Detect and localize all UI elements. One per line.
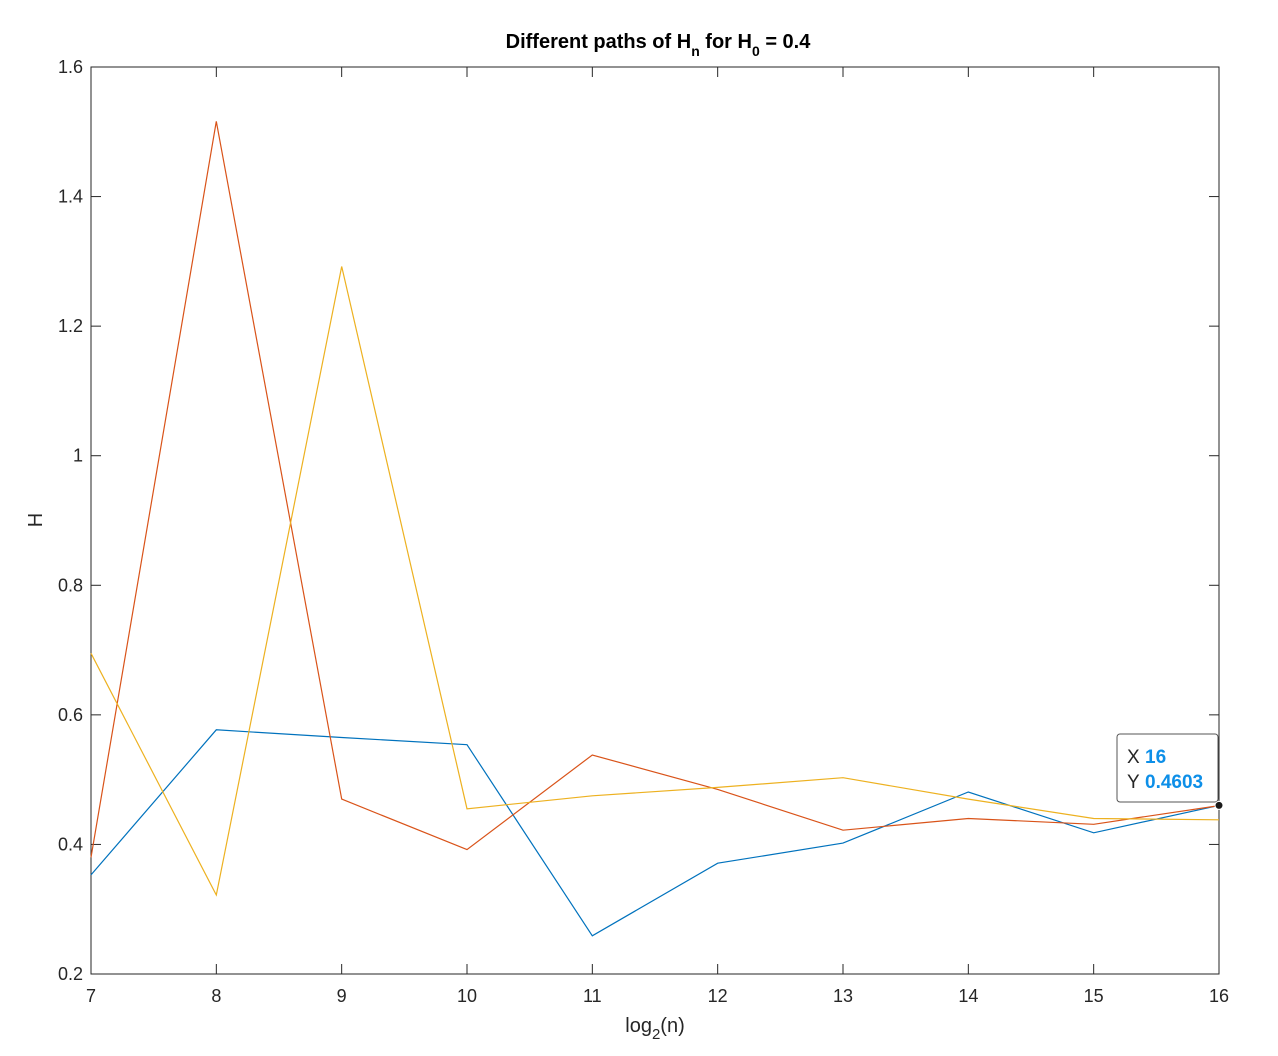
y-tick-label: 0.2 [58, 964, 83, 984]
chart-title: Different paths of Hn for H0 = 0.4 [506, 31, 812, 59]
y-tick-label: 1.6 [58, 57, 83, 77]
x-tick-label: 11 [583, 986, 602, 1006]
y-axis-label: H [25, 513, 47, 527]
datatip[interactable]: X 16 Y 0.4603 [1116, 733, 1224, 810]
axis-ticks: 7 8 9 10 11 12 13 14 15 16 0.2 0.4 0.6 0.8 1 1.2 1.4 1.6 [58, 57, 1229, 1006]
y-tick-label: 0.8 [58, 575, 83, 595]
y-tick-label: 0.4 [58, 834, 83, 854]
x-tick-label: 7 [86, 986, 96, 1006]
plot-area[interactable] [90, 66, 1220, 975]
y-tick-label: 0.6 [58, 705, 83, 725]
series-line-3[interactable] [90, 266, 1220, 897]
y-tick-label: 1.2 [58, 316, 83, 336]
datatip-y-key: Y [1127, 772, 1140, 793]
x-tick-label: 15 [1084, 986, 1104, 1006]
datatip-marker[interactable] [1214, 800, 1224, 810]
x-axis-label: log2(n) [625, 1015, 685, 1043]
x-tick-label: 12 [708, 986, 728, 1006]
x-tick-label: 8 [211, 986, 221, 1006]
y-tick-label: 1 [73, 446, 83, 466]
series-lines [90, 121, 1220, 937]
x-tick-label: 14 [958, 986, 978, 1006]
datatip-x-value: 16 [1145, 747, 1166, 768]
x-tick-label: 9 [337, 986, 347, 1006]
datatip-y-value: 0.4603 [1145, 772, 1203, 793]
series-line-1[interactable] [90, 729, 1220, 937]
x-tick-label: 16 [1209, 986, 1229, 1006]
datatip-x-key: X [1127, 747, 1140, 768]
x-tick-label: 13 [833, 986, 853, 1006]
datatip-box [1116, 733, 1219, 803]
y-tick-label: 1.4 [58, 187, 83, 207]
x-tick-label: 10 [457, 986, 477, 1006]
series-line-2[interactable] [90, 121, 1220, 858]
